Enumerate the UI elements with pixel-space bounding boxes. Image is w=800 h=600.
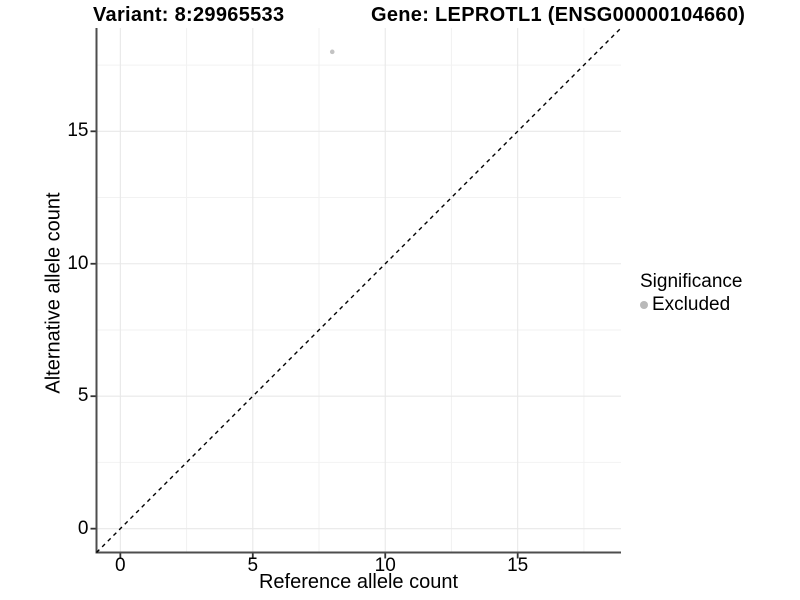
y-tick-label: 5	[77, 385, 89, 407]
y-tick-label: 15	[67, 120, 89, 142]
identity-reference-line	[96, 27, 622, 553]
plot-title-variant: Variant: 8:29965533	[93, 4, 285, 26]
legend-title: Significance	[640, 271, 743, 292]
x-axis-title: Reference allele count	[258, 571, 458, 593]
data-point-excluded	[329, 49, 335, 55]
legend-item-excluded: Excluded	[640, 294, 742, 315]
x-tick-label: 10	[374, 555, 396, 576]
y-tick-label: 10	[67, 252, 89, 274]
x-tick-label: 5	[247, 555, 259, 576]
y-axis-title: Alternative allele count	[42, 192, 65, 394]
x-tick-label: 15	[507, 555, 529, 576]
x-tick-label: 0	[115, 555, 126, 576]
legend-item-label: Excluded	[652, 294, 731, 315]
plot-title-gene: Gene: LEPROTL1 (ENSG00000104660)	[371, 4, 746, 26]
legend-key-dot-icon	[640, 300, 648, 309]
y-tick-label: 0	[77, 517, 89, 539]
legend: Significance Excluded	[640, 270, 742, 315]
